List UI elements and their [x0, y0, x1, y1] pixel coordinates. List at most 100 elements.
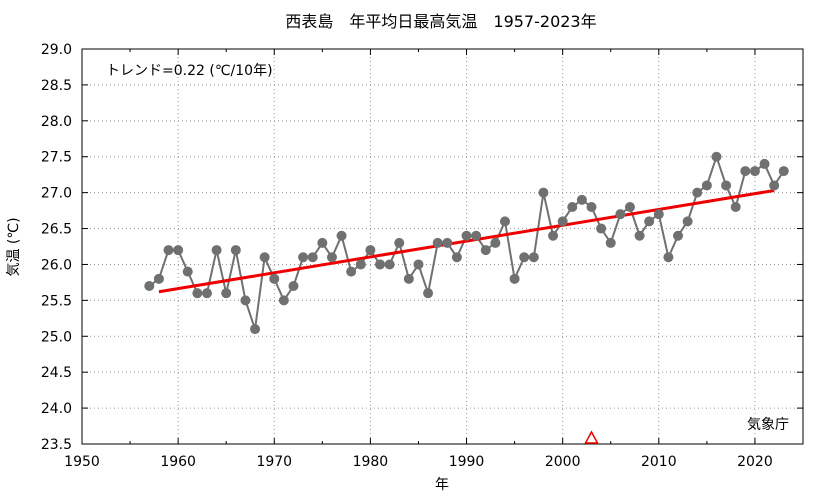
credit-label: 気象庁	[747, 417, 789, 433]
x-tick-label: 1990	[449, 454, 485, 470]
y-tick-label: 26.5	[41, 222, 72, 238]
x-tick-label: 1980	[353, 454, 389, 470]
data-point	[490, 237, 501, 248]
data-point	[567, 202, 578, 212]
y-axis-label: 気温 (℃)	[6, 217, 22, 276]
trend	[158, 189, 775, 294]
data-point	[307, 252, 318, 263]
data-point	[461, 230, 472, 241]
data-point	[653, 209, 664, 220]
x-tick-label: 1960	[160, 454, 196, 470]
data-point	[317, 237, 328, 248]
data-point	[423, 288, 434, 299]
data-point	[644, 216, 655, 227]
data-point	[615, 209, 626, 220]
data-point	[269, 273, 280, 284]
data-point	[201, 288, 212, 299]
data-point	[596, 223, 607, 234]
data-point	[759, 158, 770, 169]
data-point	[144, 281, 155, 291]
data-point	[778, 166, 789, 177]
x-axis-label: 年	[435, 477, 449, 493]
y-tick-label: 28.0	[41, 114, 72, 130]
y-tick-label: 24.5	[41, 365, 72, 381]
data-point	[538, 187, 549, 198]
x-tick-label: 2020	[737, 454, 773, 470]
y-tick-label: 27.5	[41, 150, 72, 166]
data-point	[384, 259, 395, 270]
data-point	[605, 237, 616, 248]
data-point	[451, 252, 462, 263]
data-point	[557, 216, 568, 227]
data-point	[211, 245, 222, 256]
data-point	[173, 245, 184, 256]
data-point	[721, 180, 732, 191]
y-tick-label: 25.0	[41, 329, 72, 345]
x-tick-label: 2010	[641, 454, 677, 470]
plot-frame	[81, 48, 804, 445]
data-point	[298, 252, 309, 263]
data-point	[682, 216, 693, 227]
data-point	[548, 230, 559, 241]
data-point	[519, 252, 530, 263]
data-point	[769, 180, 780, 191]
data-point	[221, 288, 232, 299]
data-point	[403, 273, 414, 284]
x-tick-label: 1970	[256, 454, 292, 470]
y-tick-label: 29.0	[41, 42, 72, 58]
data-point	[730, 202, 741, 212]
data-point	[509, 273, 520, 284]
data-point	[740, 166, 751, 177]
data-point	[192, 288, 203, 299]
data-point	[346, 266, 357, 277]
data-point	[576, 194, 587, 205]
chart-title: 西表島 年平均日最高気温 1957-2023年	[285, 12, 596, 31]
data-point	[480, 245, 491, 256]
data-point	[259, 252, 270, 263]
data-point	[230, 245, 241, 256]
y-tick-label: 28.5	[41, 78, 72, 94]
data-point	[240, 295, 251, 306]
x-axis: 1950 1960 1970 1980 1990 2000 2010 2020	[64, 49, 773, 470]
data-point	[336, 230, 347, 241]
data-point	[692, 187, 703, 198]
data-point	[634, 230, 645, 241]
marker	[584, 430, 599, 444]
data-point	[701, 180, 712, 191]
data-point	[586, 202, 597, 212]
data-point	[153, 273, 164, 284]
data-point	[375, 259, 386, 270]
y-axis: 23.5 24.0 24.5 25.0 25.5 26.0 26.5 27.0 27.5 28.0…	[41, 42, 803, 453]
y-tick-label: 24.0	[41, 401, 72, 417]
data-point	[432, 237, 443, 248]
trend-line	[158, 189, 775, 294]
y-tick-label: 23.5	[41, 437, 72, 453]
data-point	[355, 259, 366, 270]
data-point	[365, 245, 376, 256]
data-point	[499, 216, 510, 227]
data-point	[749, 166, 760, 177]
data-point	[413, 259, 424, 270]
station-change-marker	[584, 430, 599, 444]
data-point	[663, 252, 674, 263]
data-point	[673, 230, 684, 241]
data-point	[182, 266, 193, 277]
data-point	[442, 237, 453, 248]
x-tick-label: 2000	[545, 454, 581, 470]
x-tick-label: 1950	[64, 454, 100, 470]
grid	[82, 49, 803, 444]
data-point	[528, 252, 539, 263]
data-point	[471, 230, 482, 241]
data-points	[144, 151, 789, 335]
y-tick-label: 25.5	[41, 293, 72, 309]
data-point	[326, 252, 337, 263]
trend-annotation: トレンド=0.22 (℃/10年)	[106, 63, 273, 79]
y-tick-label: 27.0	[41, 186, 72, 202]
data-point	[250, 324, 261, 335]
data-point	[394, 237, 405, 248]
data-point	[624, 202, 635, 212]
data-point	[278, 295, 289, 306]
data-point	[711, 151, 722, 162]
data-point	[288, 281, 299, 291]
